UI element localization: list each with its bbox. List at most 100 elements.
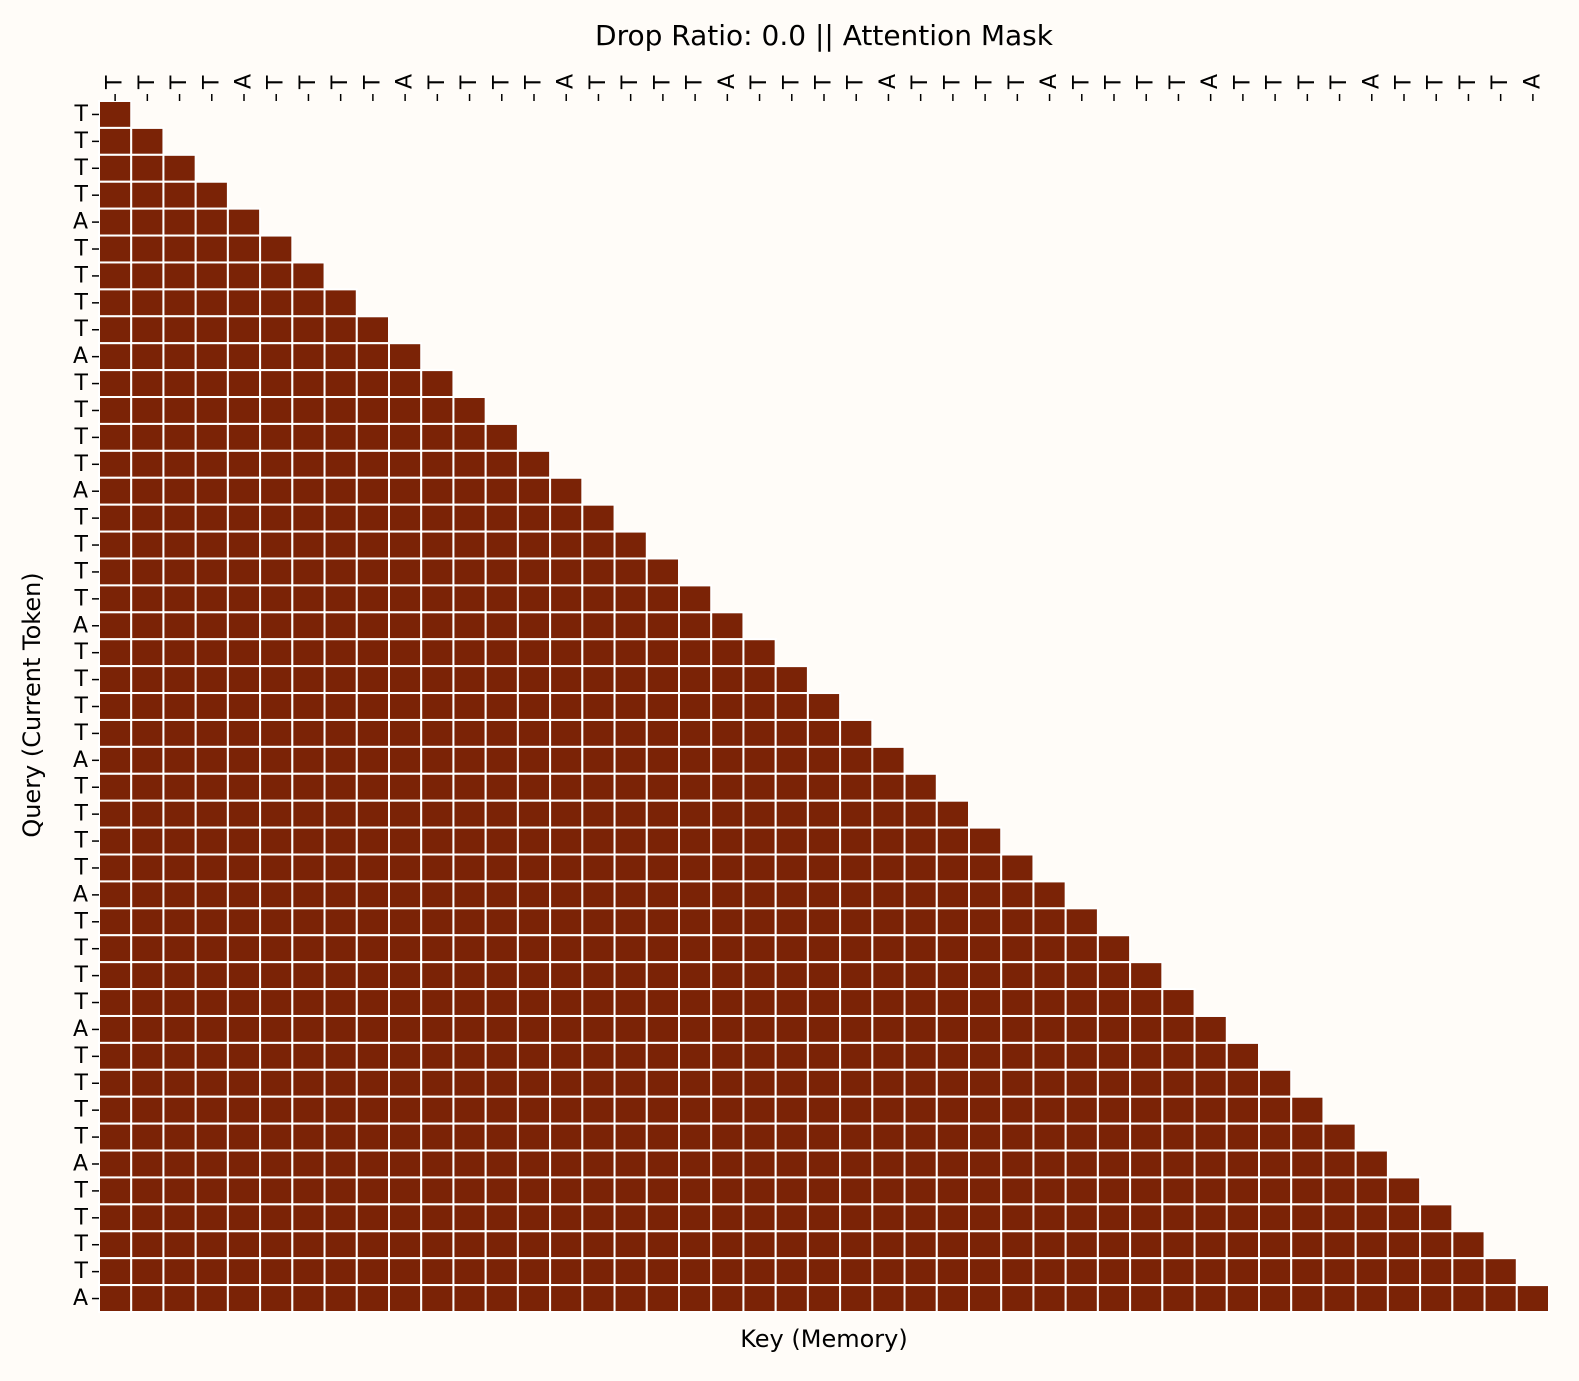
heatmap-cell bbox=[903, 772, 938, 802]
heatmap-cell bbox=[1515, 1284, 1551, 1313]
heatmap-cell bbox=[484, 530, 519, 560]
heatmap-cell bbox=[130, 584, 165, 614]
heatmap-cell bbox=[226, 638, 262, 668]
heatmap-cell bbox=[516, 1203, 552, 1233]
heatmap-cell bbox=[130, 449, 165, 479]
heatmap-cell bbox=[613, 665, 648, 695]
heatmap-cell bbox=[323, 584, 358, 614]
heatmap-cell bbox=[1000, 1122, 1035, 1152]
heatmap-cell bbox=[1419, 1203, 1454, 1233]
heatmap-cell bbox=[581, 907, 616, 937]
heatmap-cell bbox=[355, 422, 390, 452]
x-tick-label: T bbox=[1230, 75, 1255, 90]
heatmap-cell bbox=[162, 234, 197, 264]
heatmap-cell bbox=[355, 880, 390, 910]
heatmap-cell bbox=[484, 692, 519, 721]
heatmap-cell bbox=[259, 369, 294, 399]
heatmap-cell bbox=[710, 988, 745, 1017]
heatmap-cell bbox=[484, 1122, 519, 1152]
heatmap-cell bbox=[1386, 1203, 1422, 1233]
heatmap-cell bbox=[452, 1257, 487, 1287]
heatmap-cell bbox=[162, 369, 197, 399]
heatmap-cell bbox=[98, 1095, 133, 1125]
heatmap-cell bbox=[162, 799, 197, 829]
y-tick-label: T bbox=[74, 263, 89, 288]
heatmap-cell bbox=[194, 476, 229, 506]
heatmap-cell bbox=[1322, 1284, 1357, 1313]
y-tick-label: T bbox=[74, 1071, 89, 1096]
heatmap-cell bbox=[1129, 1230, 1164, 1260]
heatmap-cell bbox=[226, 1014, 262, 1044]
heatmap-cell bbox=[355, 1176, 390, 1206]
heatmap-cell bbox=[291, 530, 326, 560]
heatmap-cell bbox=[259, 315, 294, 345]
heatmap-cell bbox=[130, 1122, 165, 1152]
heatmap-cell bbox=[291, 557, 326, 587]
heatmap-cell bbox=[645, 826, 681, 856]
heatmap-cell bbox=[1000, 1149, 1035, 1179]
heatmap-cell bbox=[484, 1203, 519, 1233]
heatmap-cell bbox=[1161, 1149, 1196, 1179]
heatmap-cell bbox=[291, 853, 326, 883]
heatmap-cell bbox=[903, 1068, 938, 1098]
heatmap-cell bbox=[645, 665, 681, 695]
heatmap-cell bbox=[678, 1095, 713, 1125]
heatmap-cell bbox=[291, 988, 326, 1017]
heatmap-cell bbox=[98, 503, 133, 533]
heatmap-cell bbox=[130, 799, 165, 829]
heatmap-cell bbox=[581, 745, 616, 775]
heatmap-cell bbox=[98, 1041, 133, 1071]
heatmap-cell bbox=[162, 1176, 197, 1206]
heatmap-cell bbox=[420, 907, 455, 937]
heatmap-cell bbox=[839, 988, 874, 1017]
heatmap-cell bbox=[549, 1014, 584, 1044]
heatmap-cell bbox=[581, 961, 616, 991]
heatmap-cell bbox=[98, 826, 133, 856]
heatmap-cell bbox=[935, 907, 971, 937]
x-tick-label: A bbox=[393, 74, 418, 89]
heatmap-cell bbox=[162, 476, 197, 506]
heatmap-cell bbox=[259, 1122, 294, 1152]
heatmap-cell bbox=[806, 799, 842, 829]
heatmap-cell bbox=[774, 1122, 809, 1152]
heatmap-cell bbox=[516, 557, 552, 587]
y-tick-label: T bbox=[74, 855, 89, 880]
heatmap-cell bbox=[806, 1284, 842, 1313]
heatmap-cell bbox=[388, 1176, 423, 1206]
x-tick-label: T bbox=[167, 75, 192, 90]
heatmap-cell bbox=[710, 880, 745, 910]
heatmap-cell bbox=[1193, 1203, 1228, 1233]
heatmap-cell bbox=[678, 1122, 713, 1152]
heatmap-cell bbox=[98, 396, 133, 425]
heatmap-cell bbox=[484, 1014, 519, 1044]
x-tick-label: T bbox=[908, 75, 933, 90]
heatmap-cell bbox=[1258, 1095, 1293, 1125]
heatmap-cell bbox=[710, 961, 745, 991]
heatmap-cell bbox=[871, 1176, 906, 1206]
y-tick-label: T bbox=[74, 1205, 89, 1230]
heatmap-cell bbox=[226, 261, 262, 291]
heatmap-cell bbox=[549, 799, 584, 829]
x-tick-label: T bbox=[199, 75, 224, 90]
heatmap-cell bbox=[645, 1284, 681, 1313]
heatmap-cell bbox=[226, 1257, 262, 1287]
heatmap-cell bbox=[420, 396, 455, 425]
heatmap-cell bbox=[162, 826, 197, 856]
heatmap-cell bbox=[98, 772, 133, 802]
y-tick-label: T bbox=[74, 1125, 89, 1150]
heatmap-cell bbox=[484, 907, 519, 937]
heatmap-cell bbox=[839, 1284, 874, 1313]
heatmap-cell bbox=[323, 422, 358, 452]
heatmap-cell bbox=[291, 422, 326, 452]
heatmap-cell bbox=[549, 1257, 584, 1287]
heatmap-cell bbox=[678, 799, 713, 829]
heatmap-cell bbox=[742, 638, 777, 668]
heatmap-cell bbox=[388, 557, 423, 587]
heatmap-cell bbox=[1096, 1095, 1132, 1125]
heatmap-cell bbox=[484, 988, 519, 1017]
heatmap-cell bbox=[484, 611, 519, 641]
heatmap-cell bbox=[710, 611, 745, 641]
heatmap-cell bbox=[645, 799, 681, 829]
heatmap-cell bbox=[484, 557, 519, 587]
